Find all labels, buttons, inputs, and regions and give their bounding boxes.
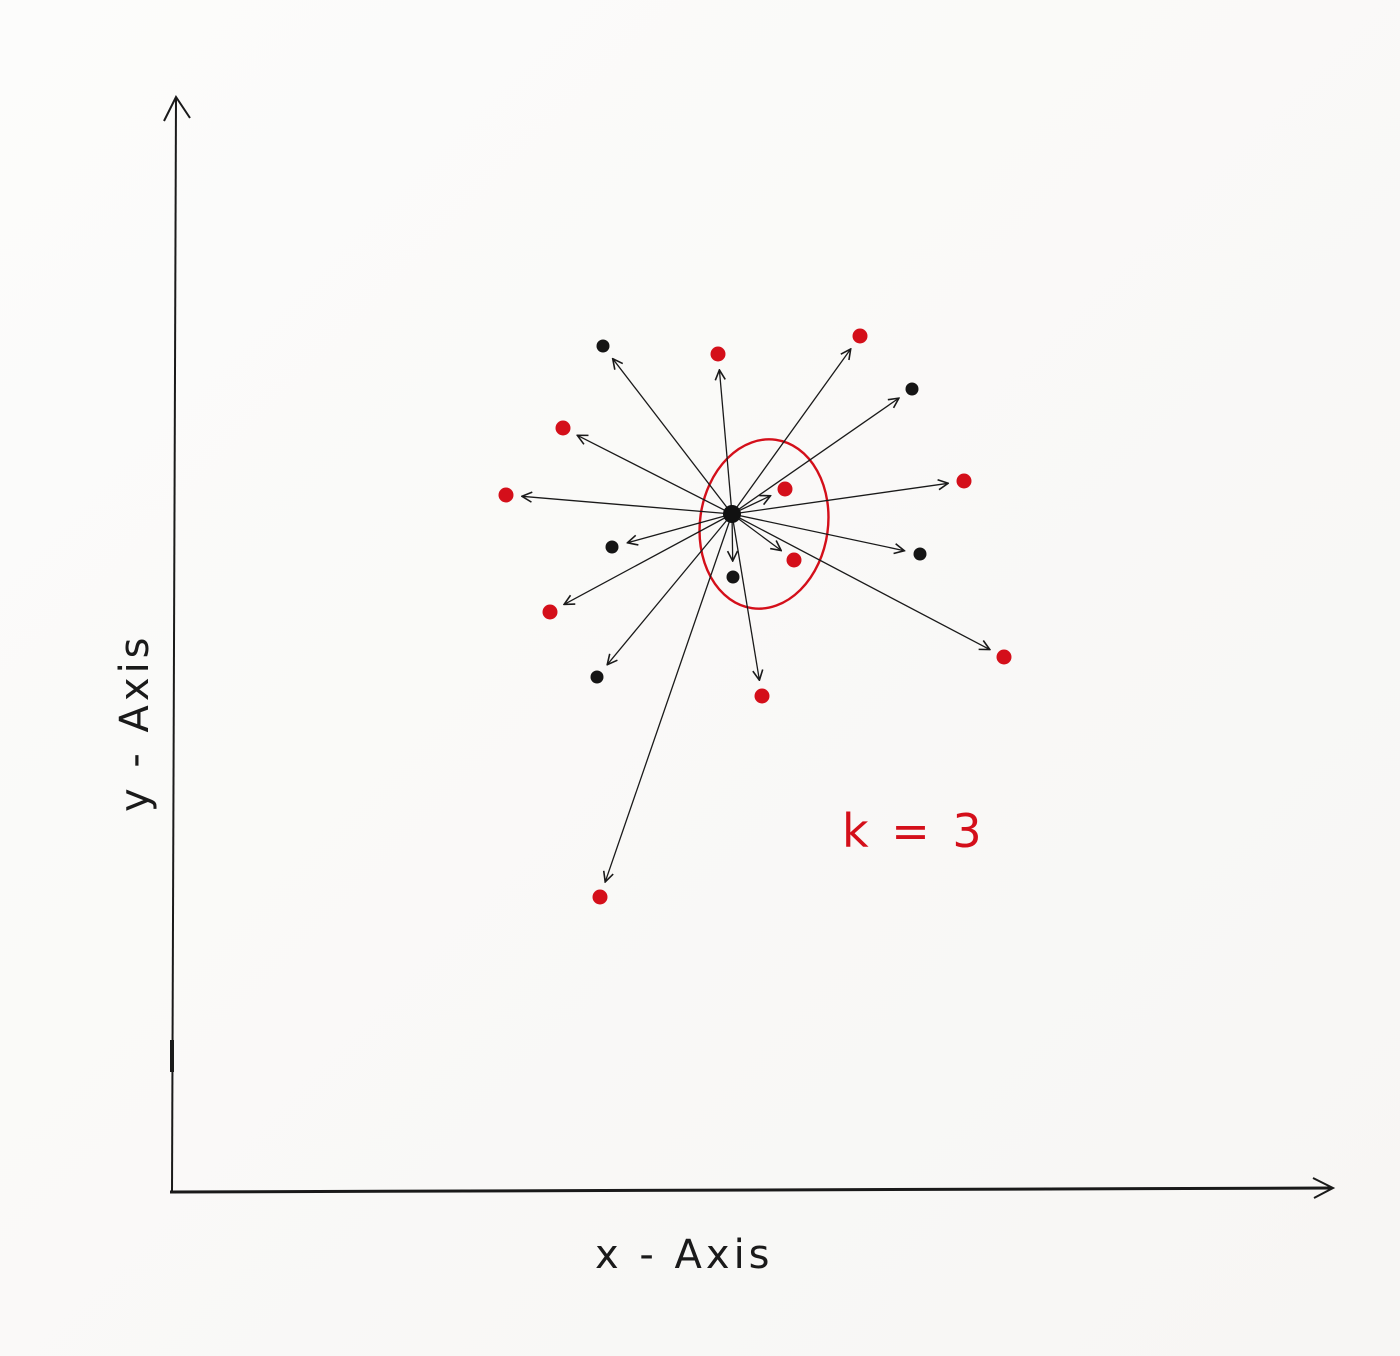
distance-arrow-p3: [731, 349, 851, 515]
data-point-red-p6: [498, 487, 514, 503]
data-point-black-p9: [605, 540, 619, 554]
data-point-black-p10: [726, 570, 740, 584]
y-axis-arrow-icon: [163, 95, 191, 122]
x-axis-arrow-icon: [1312, 1177, 1336, 1199]
distance-arrow-p9: [627, 513, 733, 543]
data-point-red-p7: [777, 481, 793, 497]
data-point-red-p11: [786, 552, 802, 568]
distance-arrow-p8: [731, 483, 948, 515]
data-point-red-p17: [592, 889, 608, 905]
distance-arrow-p6: [522, 496, 733, 515]
data-point-red-p13: [542, 604, 558, 620]
distance-arrow-p15: [731, 513, 759, 680]
nearest-neighbors-circle: [698, 438, 830, 610]
data-point-black-p12: [913, 547, 927, 561]
distance-arrow-p12: [731, 513, 904, 551]
x-axis-line: [169, 1186, 1333, 1194]
axes: [163, 95, 1336, 1199]
data-point-red-p5: [555, 420, 571, 436]
y-axis-line: [171, 97, 177, 1193]
distance-arrows: [522, 349, 990, 882]
distance-arrow-p13: [564, 513, 733, 604]
distance-arrow-p1: [613, 359, 733, 515]
data-points: [498, 328, 1012, 905]
x-axis-label: x - Axis: [595, 1232, 774, 1278]
data-point-red-p15: [754, 688, 770, 704]
distance-arrow-p5: [577, 435, 733, 515]
data-point-black-p1: [596, 339, 610, 353]
distance-arrow-p4: [731, 398, 899, 515]
y-axis-label: y - Axis: [112, 633, 158, 812]
data-point-black-p14: [590, 670, 604, 684]
distance-arrow-p16: [731, 513, 990, 650]
query-point: [723, 505, 741, 523]
data-point-red-p8: [956, 473, 972, 489]
distance-arrow-p17: [605, 513, 733, 882]
data-point-red-p3: [852, 328, 868, 344]
distance-arrow-p2: [719, 370, 733, 515]
data-point-black-p4: [905, 382, 919, 396]
k-label: k = 3: [842, 804, 986, 858]
data-point-red-p2: [710, 346, 726, 362]
distance-arrow-p14: [607, 513, 733, 665]
data-point-red-p16: [996, 649, 1012, 665]
distance-arrow-p11: [731, 513, 781, 551]
